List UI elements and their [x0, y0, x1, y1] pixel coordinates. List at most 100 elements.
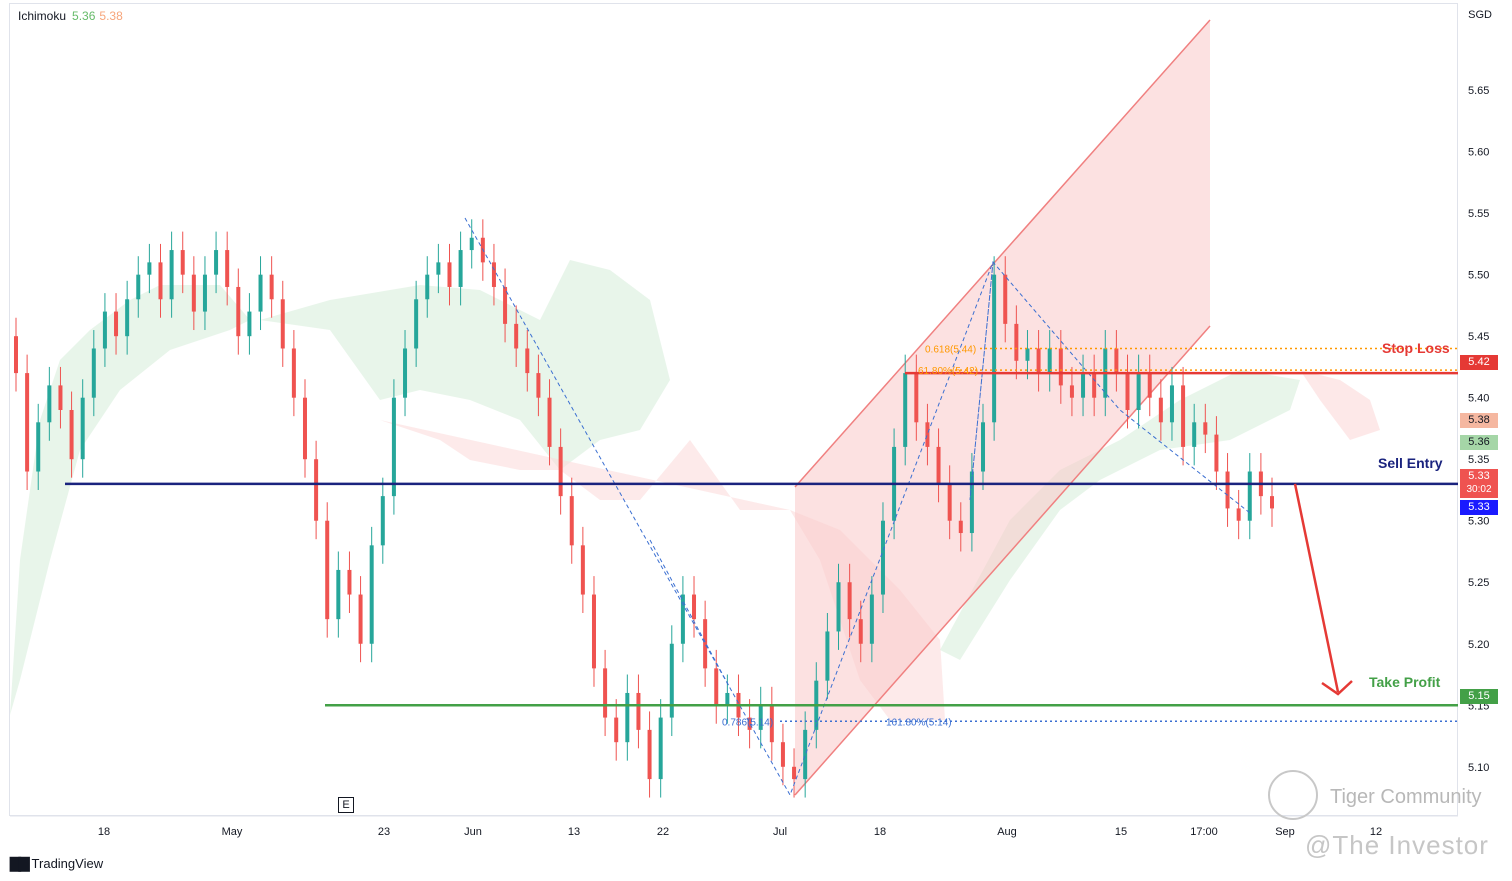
candle-body — [1247, 471, 1252, 521]
candle-body — [636, 692, 641, 730]
stop-loss-label: Stop Loss — [1382, 340, 1450, 356]
bar-countdown: 30:02 — [1466, 484, 1492, 495]
candle-body — [102, 311, 107, 349]
candle-body — [803, 729, 808, 780]
x-tick-label: 18 — [98, 826, 110, 838]
harmonic-leg-line — [649, 539, 731, 689]
indicator-name: Ichimoku — [18, 9, 67, 23]
candle-body — [947, 483, 952, 521]
candle-body — [591, 594, 596, 669]
sell-entry-label: Sell Entry — [1378, 455, 1443, 471]
x-tick-label: Jul — [773, 826, 787, 838]
x-tick-label: 17:00 — [1190, 826, 1218, 838]
candle-body — [436, 262, 441, 275]
candle-body — [403, 348, 408, 398]
candle-body — [1058, 348, 1063, 386]
candle-body — [1147, 373, 1152, 398]
tiger-logo-icon — [1268, 770, 1318, 820]
ichimoku-cloud-bull-3 — [940, 370, 1300, 660]
earnings-event-marker[interactable]: E — [338, 797, 354, 813]
candle-body — [291, 348, 296, 398]
indicator-value-b: 5.38 — [99, 9, 123, 23]
candle-body — [658, 717, 663, 780]
candle-body — [625, 692, 630, 743]
candle-body — [147, 262, 152, 275]
last-price-value: 5.33 — [1468, 470, 1490, 482]
candle-body — [714, 668, 719, 706]
candle-body — [1069, 385, 1074, 398]
candle-body — [247, 311, 252, 337]
candle-body — [1036, 348, 1041, 374]
candle-body — [647, 729, 652, 780]
rising-channel-fill — [795, 20, 1210, 795]
last-price-badge: 5.33 30:02 — [1460, 469, 1498, 498]
y-tick-label: 5.50 — [1468, 270, 1489, 282]
candle-body — [336, 569, 341, 620]
candle-body — [191, 274, 196, 312]
candle-body — [414, 299, 419, 349]
candle-body — [158, 262, 163, 300]
candle-body — [25, 373, 30, 472]
stop-loss-price-badge: 5.42 — [1460, 355, 1498, 370]
candle-body — [1181, 385, 1186, 447]
tradingview-logo[interactable]: ▇▇ TradingView — [10, 855, 103, 872]
candle-body — [447, 262, 452, 287]
candle-body — [936, 446, 941, 484]
candle-body — [1125, 373, 1130, 410]
candle-body — [836, 582, 841, 632]
candle-body — [903, 373, 908, 447]
x-tick-label: Jun — [464, 826, 482, 838]
candle-body — [258, 274, 263, 312]
channel-lower-line — [794, 325, 1211, 796]
candle-body — [925, 422, 930, 447]
candle-body — [680, 594, 685, 644]
candle-body — [1136, 373, 1141, 410]
y-tick-label: 5.65 — [1468, 85, 1489, 97]
candle-body — [981, 422, 986, 472]
x-tick-label: 18 — [874, 826, 886, 838]
candle-body — [1114, 348, 1119, 374]
candle-body — [302, 397, 307, 460]
candle-body — [236, 286, 241, 337]
candle-body — [1270, 496, 1274, 509]
candle-body — [269, 274, 274, 300]
channel-upper-line — [794, 19, 1211, 488]
candle-body — [769, 705, 774, 743]
y-tick-label: 5.10 — [1468, 762, 1489, 774]
candle-body — [14, 336, 18, 374]
candle-body — [1225, 471, 1230, 509]
candle-body — [580, 545, 585, 595]
candle-body — [225, 250, 230, 287]
fib-label: 161.80%(5.14) — [886, 717, 952, 728]
x-tick-label: 13 — [568, 826, 580, 838]
candle-body — [969, 471, 974, 534]
candle-body — [514, 323, 519, 349]
candle-body — [202, 274, 207, 312]
fib-label: 61.80%(5.42) — [918, 366, 978, 377]
indicator-legend[interactable]: Ichimoku 5.36 5.38 — [18, 9, 123, 23]
candle-body — [425, 274, 430, 300]
indicator-value-a: 5.36 — [72, 9, 96, 23]
candle-body — [703, 619, 708, 669]
candle-body — [847, 582, 852, 620]
candle-body — [347, 569, 352, 595]
candle-body — [1003, 274, 1008, 324]
candle-body — [214, 250, 219, 275]
candle-body — [1214, 434, 1219, 472]
candle-body — [125, 299, 130, 337]
x-tick-label: 15 — [1115, 826, 1127, 838]
candle-body — [58, 385, 63, 410]
candle-body — [992, 274, 997, 423]
y-tick-label: 5.35 — [1468, 454, 1489, 466]
candle-body — [614, 717, 619, 743]
watermark-community: Tiger Community — [1330, 786, 1482, 808]
candle-body — [536, 373, 541, 398]
x-tick-label: Aug — [997, 826, 1017, 838]
candle-body — [880, 520, 885, 595]
y-tick-label: 5.30 — [1468, 516, 1489, 528]
tradingview-mark-icon: ▇▇ — [10, 855, 29, 871]
candle-body — [358, 594, 363, 644]
sell-entry-price-badge: 5.33 — [1460, 500, 1498, 515]
ichimoku-cloud-bear-2 — [1300, 370, 1380, 440]
